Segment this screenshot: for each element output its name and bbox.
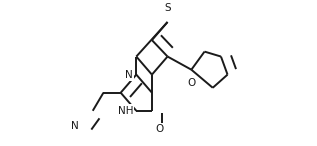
Text: S: S	[164, 3, 171, 13]
Text: N: N	[125, 70, 133, 80]
Text: NH: NH	[118, 106, 133, 116]
Text: O: O	[155, 124, 164, 134]
Text: N: N	[71, 121, 79, 131]
Text: O: O	[187, 78, 196, 88]
